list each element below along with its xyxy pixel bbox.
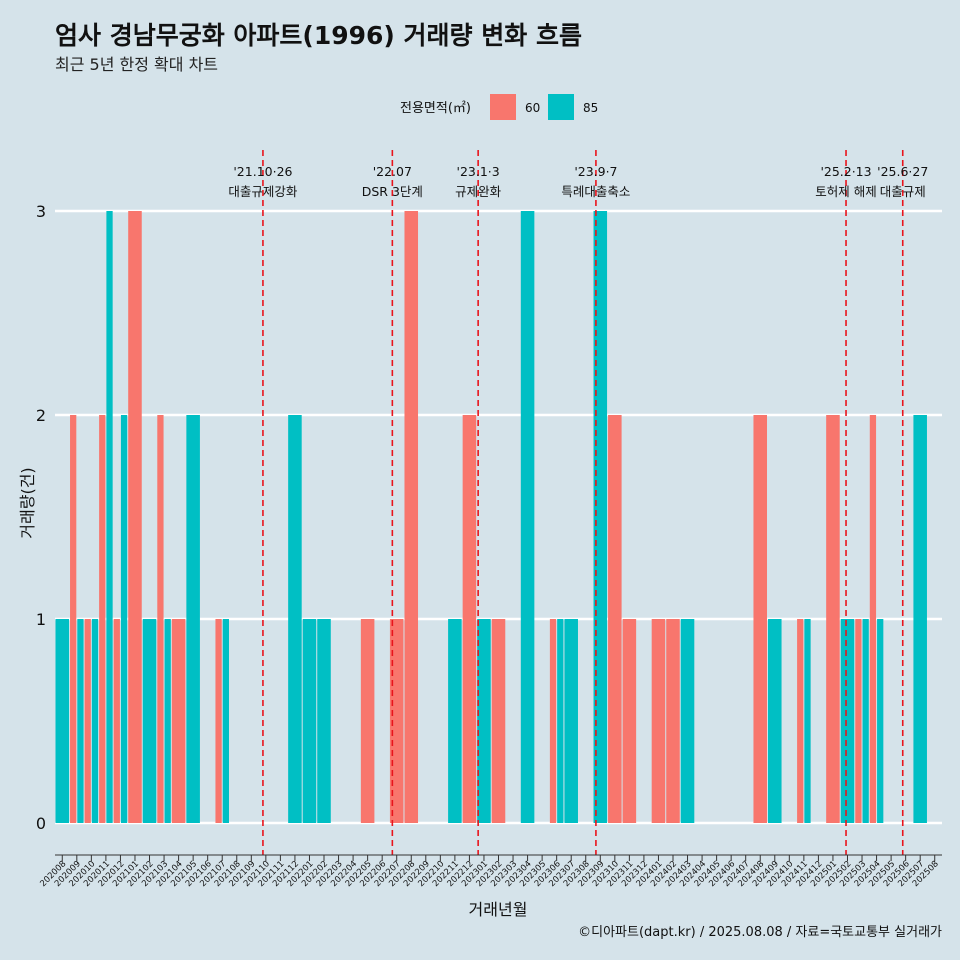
- bar-85: [448, 619, 462, 823]
- event-date: '23.9·7: [574, 164, 617, 179]
- y-tick-label: 3: [36, 202, 46, 221]
- bar-60: [549, 619, 557, 823]
- bar-60: [666, 619, 680, 823]
- bar-85: [77, 619, 84, 823]
- legend-label-60: 60: [525, 101, 540, 115]
- y-axis-label: 거래량(건): [18, 467, 37, 538]
- bar-60: [389, 619, 404, 823]
- bar-60: [462, 415, 477, 823]
- bar-60: [622, 619, 637, 823]
- y-axis: 0 1 2 3: [36, 202, 46, 833]
- y-tick-label: 2: [36, 406, 46, 425]
- bar-60: [128, 211, 142, 823]
- event-label: 대출규제강화: [228, 184, 298, 199]
- chart-title: 엄사 경남무궁화 아파트(1996) 거래량 변화 흐름: [55, 21, 582, 50]
- bar-85: [55, 619, 70, 823]
- legend: 전용면적(㎡) 60 85: [400, 94, 598, 120]
- bar-85: [557, 619, 564, 823]
- bar-60: [753, 415, 768, 823]
- bar-60: [491, 619, 506, 823]
- event-date: '21.10·26: [233, 164, 292, 179]
- bar-85: [317, 619, 331, 823]
- bar-85: [302, 619, 317, 823]
- bar-60: [869, 415, 877, 823]
- bar-85: [840, 619, 855, 823]
- legend-title: 전용면적(㎡): [400, 101, 471, 116]
- bar-85: [768, 619, 782, 823]
- bar-60: [70, 415, 77, 823]
- bar-60: [855, 619, 862, 823]
- bar-85: [186, 415, 200, 823]
- bar-60: [404, 211, 419, 823]
- event-label: DSR 3단계: [362, 184, 423, 199]
- y-tick-label: 1: [36, 610, 46, 629]
- event-label: 토허제 해제: [815, 184, 876, 199]
- event-label: 규제완화: [455, 184, 502, 199]
- bar-60: [84, 619, 91, 823]
- x-axis-label: 거래년월: [469, 900, 528, 919]
- bar-85: [106, 211, 113, 823]
- event-date: '25.6·27: [877, 164, 928, 179]
- chart-subtitle: 최근 5년 한정 확대 차트: [55, 55, 218, 74]
- event-label: 대출규제: [880, 184, 926, 199]
- bar-60: [608, 415, 622, 823]
- bar-85: [877, 619, 884, 823]
- bar-85: [520, 211, 535, 823]
- bar-85: [91, 619, 99, 823]
- legend-swatch-60: [490, 94, 516, 120]
- bar-60: [360, 619, 375, 823]
- bar-60: [113, 619, 120, 823]
- bar-85: [862, 619, 869, 823]
- bar-60: [797, 619, 804, 823]
- bar-85: [804, 619, 811, 823]
- bar-60: [99, 415, 106, 823]
- event-date: '22.07: [373, 164, 412, 179]
- legend-swatch-85: [548, 94, 574, 120]
- event-label: 특례대출축소: [561, 184, 630, 199]
- bars: [55, 211, 927, 823]
- bar-85: [477, 619, 491, 823]
- bar-85: [288, 415, 302, 823]
- bar-85: [222, 619, 229, 823]
- x-axis: 2020082020092020102020112020122021012021…: [38, 854, 942, 889]
- bar-60: [171, 619, 186, 823]
- bar-85: [564, 619, 578, 823]
- bar-85: [120, 415, 128, 823]
- bar-85: [142, 619, 157, 823]
- bar-85: [913, 415, 927, 823]
- bar-60: [826, 415, 840, 823]
- annotations: '21.10·26 대출규제강화 '22.07 DSR 3단계 '23.1·3 규제완화 '…: [228, 150, 928, 855]
- y-tick-label: 0: [36, 814, 46, 833]
- bar-60: [651, 619, 666, 823]
- event-date: '23.1·3: [457, 164, 500, 179]
- bar-60: [215, 619, 222, 823]
- bar-85: [593, 211, 608, 823]
- caption: ©디아파트(dapt.kr) / 2025.08.08 / 자료=국토교통부 실…: [578, 925, 942, 940]
- legend-label-85: 85: [583, 101, 598, 115]
- bar-60: [157, 415, 164, 823]
- bar-85: [164, 619, 171, 823]
- bar-85: [680, 619, 695, 823]
- event-date: '25.2·13: [820, 164, 871, 179]
